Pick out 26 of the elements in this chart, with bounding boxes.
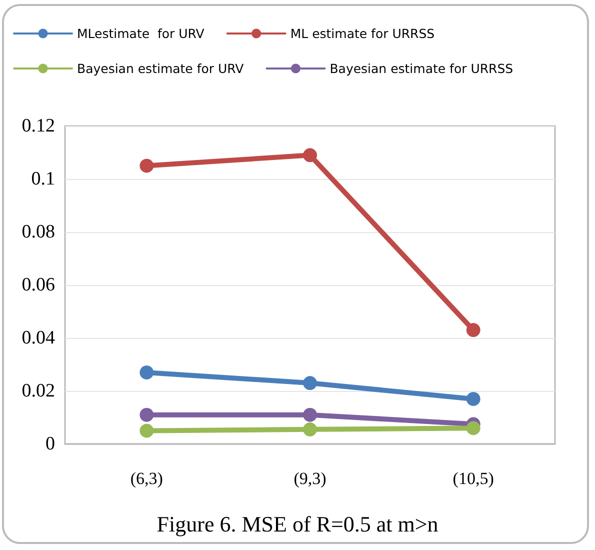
- point: [303, 422, 317, 436]
- point: [466, 421, 480, 436]
- point: [140, 365, 154, 380]
- legend-label: MLestimate for URV: [77, 26, 205, 41]
- x-tick-label: (9,3): [294, 469, 326, 488]
- y-tick-label: 0.04: [22, 328, 56, 348]
- point: [466, 392, 480, 406]
- y-tick-label: 0.02: [22, 380, 55, 402]
- point: [140, 408, 154, 422]
- y-tick-label: 0.06: [22, 274, 55, 296]
- y-tick-label: 0.12: [22, 116, 55, 136]
- text: Figure 6. MSE of R=0.5 at m>n: [156, 512, 438, 536]
- point: [303, 148, 317, 162]
- legend-label: ML estimate for URRSS: [290, 26, 435, 41]
- point: [466, 323, 480, 338]
- point: [303, 408, 317, 422]
- y-tick-label: 0: [46, 434, 55, 454]
- legend-label: Bayesian estimate for URRSS: [330, 61, 514, 76]
- y-tick-label: 0.1: [31, 168, 55, 190]
- x-tick-label: (10,5): [452, 469, 494, 488]
- legend-label: Bayesian estimate for URV: [77, 61, 244, 76]
- x-tick-label: (6,3): [130, 469, 163, 488]
- point: [303, 376, 317, 390]
- point: [140, 158, 154, 173]
- y-tick-label: 0.08: [22, 222, 55, 242]
- point: [140, 424, 154, 438]
